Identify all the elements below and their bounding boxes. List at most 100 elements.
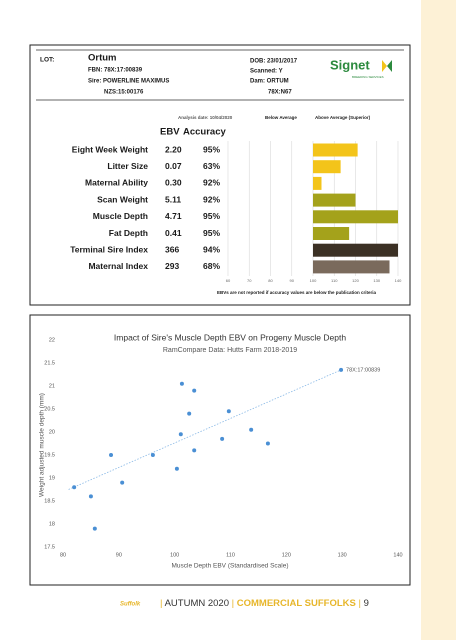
ebv-value: 293	[165, 261, 179, 271]
y-tick-label: 18.5	[44, 498, 55, 504]
y-tick-label: 21	[49, 383, 55, 389]
point	[265, 441, 270, 446]
point	[339, 367, 344, 372]
header-accuracy: Accuracy	[183, 127, 226, 138]
accuracy-value: 68%	[203, 261, 220, 271]
point	[192, 448, 197, 453]
accuracy-value: 95%	[203, 211, 220, 221]
bar	[313, 160, 341, 174]
page-number: 9	[364, 598, 369, 609]
x-tick-label: 120	[282, 552, 291, 558]
x-tick-label: 70	[247, 278, 252, 283]
x-tick-label: 130	[373, 278, 380, 283]
bar	[313, 193, 356, 207]
point	[72, 485, 77, 490]
trait-label: Scan Weight	[97, 194, 148, 204]
above-average: Above Average (Superior)	[315, 115, 371, 120]
ebv-value: 2.20	[165, 144, 182, 154]
trait-label: Fat Depth	[109, 228, 148, 238]
y-tick-label: 20	[49, 429, 55, 435]
x-tick-label: 80	[268, 278, 273, 283]
accuracy-value: 92%	[203, 178, 220, 188]
y-tick-label: 19	[49, 475, 55, 481]
trait-label: Muscle Depth	[93, 211, 148, 221]
point	[150, 453, 155, 457]
y-tick-label: 22	[49, 337, 55, 343]
point	[192, 388, 197, 393]
point	[174, 466, 179, 471]
bar	[313, 210, 398, 224]
animal-name: Ortum	[88, 53, 117, 64]
separator: |	[160, 598, 162, 609]
x-tick-label: 130	[338, 552, 347, 558]
dob: DOB: 23/01/2017	[250, 59, 298, 65]
footer-logo: Suffolk	[120, 602, 141, 608]
trait-label: Maternal Ability	[85, 178, 148, 188]
margin-strip	[421, 0, 456, 640]
logo-sub: BREEDING SERVICES	[352, 75, 384, 79]
point	[178, 432, 183, 437]
chart-subtitle: RamCompare Data: Hutts Farm 2018-2019	[163, 347, 297, 354]
x-tick-label: 80	[60, 552, 66, 558]
x-tick-label: 100	[310, 278, 317, 283]
ebv-value: 0.41	[165, 228, 182, 238]
point	[179, 381, 184, 386]
trait-label: Terminal Sire Index	[70, 244, 148, 254]
x-tick-label: 60	[226, 278, 231, 283]
ebv-value: 0.30	[165, 178, 182, 188]
scanned: Scanned: Y	[250, 69, 283, 75]
accuracy-value: 92%	[203, 194, 220, 204]
accuracy-value: 95%	[203, 228, 220, 238]
logo-icon	[382, 60, 387, 72]
trait-label: Maternal Index	[88, 261, 148, 271]
y-tick-label: 21.5	[44, 360, 55, 366]
ebv-value: 5.11	[165, 194, 181, 204]
magazine-title: COMMERCIAL SUFFOLKS	[237, 598, 356, 609]
x-tick-label: 110	[226, 552, 235, 558]
ebv-value: 366	[165, 244, 179, 254]
logo: Signet	[330, 57, 370, 72]
point	[187, 411, 192, 416]
x-axis-label: Muscle Depth EBV (Standardised Scale)	[171, 563, 288, 570]
bar	[313, 260, 390, 274]
x-tick-label: 110	[331, 278, 338, 283]
y-axis-label: Weight adjusted muscle depth (mm)	[39, 393, 46, 497]
ebv-value: 4.71	[165, 211, 182, 221]
y-tick-label: 19.5	[44, 452, 55, 458]
point	[88, 494, 93, 499]
sire-id: NZS:15:00176	[104, 90, 144, 96]
y-tick-label: 20.5	[44, 406, 55, 412]
chart-title: Impact of Sire's Muscle Depth EBV on Pro…	[114, 332, 346, 342]
bar	[313, 176, 322, 190]
analysis-date: Analysis date: 10/04/2020	[178, 115, 233, 120]
y-tick-label: 17.5	[44, 544, 55, 550]
point	[92, 526, 97, 531]
trait-label: Litter Size	[107, 161, 148, 171]
x-tick-label: 100	[170, 552, 179, 558]
footnote: EBVs are not reported if accuracy values…	[217, 290, 377, 295]
separator: |	[359, 598, 361, 609]
issue: AUTUMN 2020	[165, 598, 229, 609]
accuracy-value: 95%	[203, 144, 220, 154]
scatter-frame	[29, 314, 411, 586]
annotation: 78X:17:00839	[346, 367, 380, 373]
accuracy-value: 94%	[203, 244, 220, 254]
header-ebv: EBV	[160, 127, 180, 138]
y-tick-label: 18	[49, 521, 55, 527]
point	[226, 409, 231, 414]
below-average: Below Average	[265, 115, 297, 120]
footer: | AUTUMN 2020 | COMMERCIAL SUFFOLKS | 9	[160, 598, 369, 609]
accuracy-value: 63%	[203, 161, 220, 171]
point	[109, 453, 114, 457]
x-tick-label: 140	[393, 552, 402, 558]
trait-label: Eight Week Weight	[72, 144, 148, 154]
logo-icon	[387, 60, 392, 72]
dam-id: 78X:N67	[268, 90, 292, 96]
lot-label: LOT:	[40, 57, 54, 64]
separator: |	[232, 598, 234, 609]
bar	[313, 143, 358, 157]
bar	[313, 243, 398, 257]
x-tick-label: 90	[290, 278, 295, 283]
